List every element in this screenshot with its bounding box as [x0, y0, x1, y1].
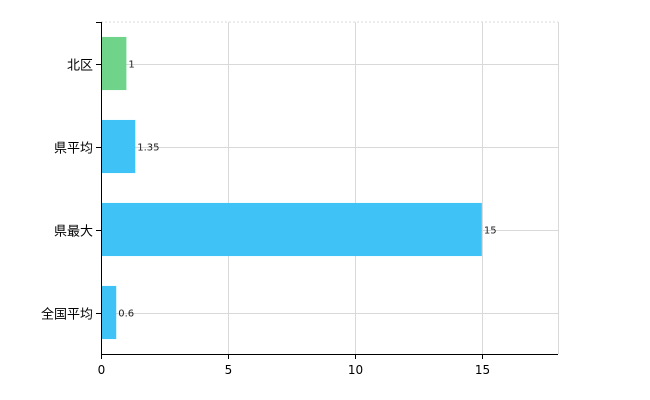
x-tick-label: 10	[348, 363, 363, 377]
grid-lines	[101, 21, 559, 354]
category-label: 県平均	[54, 142, 93, 157]
x-tick-label: 5	[225, 363, 233, 377]
bar	[101, 119, 136, 174]
category-label: 北区	[67, 59, 93, 74]
x-tick-label: 0	[98, 363, 106, 377]
axes	[96, 22, 558, 355]
category-label: 全国平均	[41, 307, 93, 323]
category-label: 県最大	[54, 225, 93, 240]
bar	[101, 202, 482, 257]
data-label: 1.35	[137, 143, 159, 154]
bar	[101, 36, 127, 91]
data-labels: 1 1.35 15 0.6	[118, 60, 496, 320]
data-label: 1	[128, 60, 134, 71]
bars	[101, 36, 482, 340]
data-label: 15	[484, 226, 497, 237]
data-label: 0.6	[118, 309, 134, 320]
bar	[101, 285, 117, 340]
x-axis-ticks: 0 5 10 15	[98, 354, 490, 377]
x-tick-label: 15	[475, 363, 490, 377]
